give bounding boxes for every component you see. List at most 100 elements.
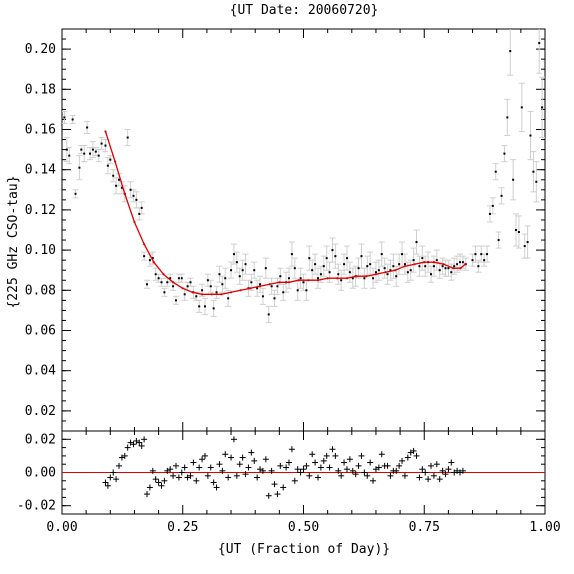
data-point bbox=[380, 253, 383, 256]
residual-point bbox=[248, 449, 255, 456]
data-point bbox=[201, 289, 204, 292]
fit-point bbox=[432, 261, 436, 264]
data-point bbox=[461, 261, 464, 264]
data-point bbox=[180, 277, 183, 280]
residual-point bbox=[158, 482, 165, 489]
y-tick-label: 0.14 bbox=[25, 163, 56, 178]
data-point bbox=[120, 186, 123, 189]
fit-point bbox=[123, 192, 126, 195]
residual-point bbox=[115, 462, 122, 469]
fit-point bbox=[307, 279, 310, 282]
data-point bbox=[500, 194, 503, 197]
data-point bbox=[256, 287, 259, 290]
fit-point bbox=[268, 283, 271, 286]
data-point bbox=[203, 305, 206, 308]
fit-point bbox=[374, 273, 378, 276]
data-point bbox=[80, 148, 83, 151]
data-point bbox=[157, 277, 160, 280]
data-point bbox=[532, 170, 535, 173]
residual-point bbox=[355, 462, 362, 469]
data-point bbox=[395, 275, 398, 278]
residual-point bbox=[396, 462, 403, 469]
residual-point bbox=[228, 454, 235, 461]
residual-point bbox=[314, 474, 321, 481]
data-point bbox=[535, 180, 538, 183]
data-point bbox=[227, 297, 230, 300]
data-point bbox=[328, 271, 331, 274]
fit-point bbox=[171, 281, 175, 284]
y-tick-label: 0.16 bbox=[25, 123, 56, 138]
residual-point bbox=[265, 492, 272, 499]
residual-point bbox=[338, 472, 345, 479]
residual-point bbox=[343, 466, 350, 473]
residual-point bbox=[309, 451, 316, 458]
residual-point bbox=[294, 466, 301, 473]
residual-point bbox=[320, 457, 327, 464]
fit-point bbox=[162, 273, 165, 276]
fit-point bbox=[114, 160, 117, 163]
data-point bbox=[163, 291, 166, 294]
fit-point bbox=[200, 293, 204, 296]
residual-point bbox=[175, 474, 182, 481]
data-point bbox=[334, 255, 337, 258]
fit-point bbox=[394, 269, 397, 272]
data-point bbox=[322, 265, 325, 268]
data-point bbox=[112, 174, 115, 177]
fit-point bbox=[345, 277, 349, 280]
residual-y-tick-label: -0.02 bbox=[17, 499, 56, 514]
residual-point bbox=[107, 474, 114, 481]
residual-point bbox=[155, 479, 162, 486]
residual-point bbox=[433, 461, 440, 468]
residual-point bbox=[239, 454, 246, 461]
data-point bbox=[401, 253, 404, 256]
data-point bbox=[477, 265, 480, 268]
data-point bbox=[282, 291, 285, 294]
residual-point bbox=[384, 462, 391, 469]
fit-point bbox=[403, 265, 407, 268]
data-point bbox=[456, 263, 459, 266]
data-point bbox=[206, 279, 209, 282]
data-point bbox=[91, 148, 94, 151]
data-point bbox=[78, 166, 81, 169]
data-point bbox=[63, 116, 66, 119]
fit-point bbox=[442, 263, 445, 266]
residual-y-tick-label: 0.02 bbox=[25, 432, 56, 447]
data-point bbox=[174, 299, 177, 302]
data-point bbox=[506, 116, 509, 119]
data-point bbox=[148, 259, 151, 262]
data-point bbox=[126, 136, 129, 139]
residual-point bbox=[213, 484, 220, 491]
residual-point bbox=[346, 456, 353, 463]
data-point bbox=[357, 267, 360, 270]
data-point bbox=[276, 285, 279, 288]
data-point bbox=[232, 253, 235, 256]
residual-point bbox=[416, 474, 423, 481]
residual-point bbox=[326, 464, 333, 471]
residual-point bbox=[190, 459, 197, 466]
data-point bbox=[348, 271, 351, 274]
data-point bbox=[68, 154, 71, 157]
residual-point bbox=[138, 442, 145, 449]
residual-point bbox=[332, 452, 339, 459]
residual-point bbox=[245, 464, 252, 471]
residual-point bbox=[401, 472, 408, 479]
residual-point bbox=[172, 462, 179, 469]
y-axis-label: {225 GHz CSO-tau} bbox=[6, 175, 21, 308]
data-point bbox=[288, 277, 291, 280]
residual-point bbox=[439, 467, 446, 474]
data-point bbox=[409, 269, 412, 272]
data-point bbox=[140, 206, 143, 209]
data-point bbox=[186, 285, 189, 288]
residual-point bbox=[152, 476, 159, 483]
fit-point bbox=[413, 263, 416, 266]
y-tick-label: 0.08 bbox=[25, 283, 56, 298]
data-point bbox=[86, 126, 89, 129]
data-point bbox=[453, 265, 456, 268]
data-point bbox=[389, 269, 392, 272]
top-panel: 0.02 0.04 0.06 0.08 0.10 0.12 0.14 0.16 0.18 0.20 bbox=[25, 28, 546, 432]
data-point bbox=[337, 273, 340, 276]
residual-panel: -0.02 0.00 0.02 0.00 0.25 0.50 0.75 1.00 bbox=[17, 430, 561, 535]
fit-point bbox=[278, 281, 281, 284]
data-point bbox=[372, 277, 375, 280]
data-point bbox=[97, 154, 100, 157]
